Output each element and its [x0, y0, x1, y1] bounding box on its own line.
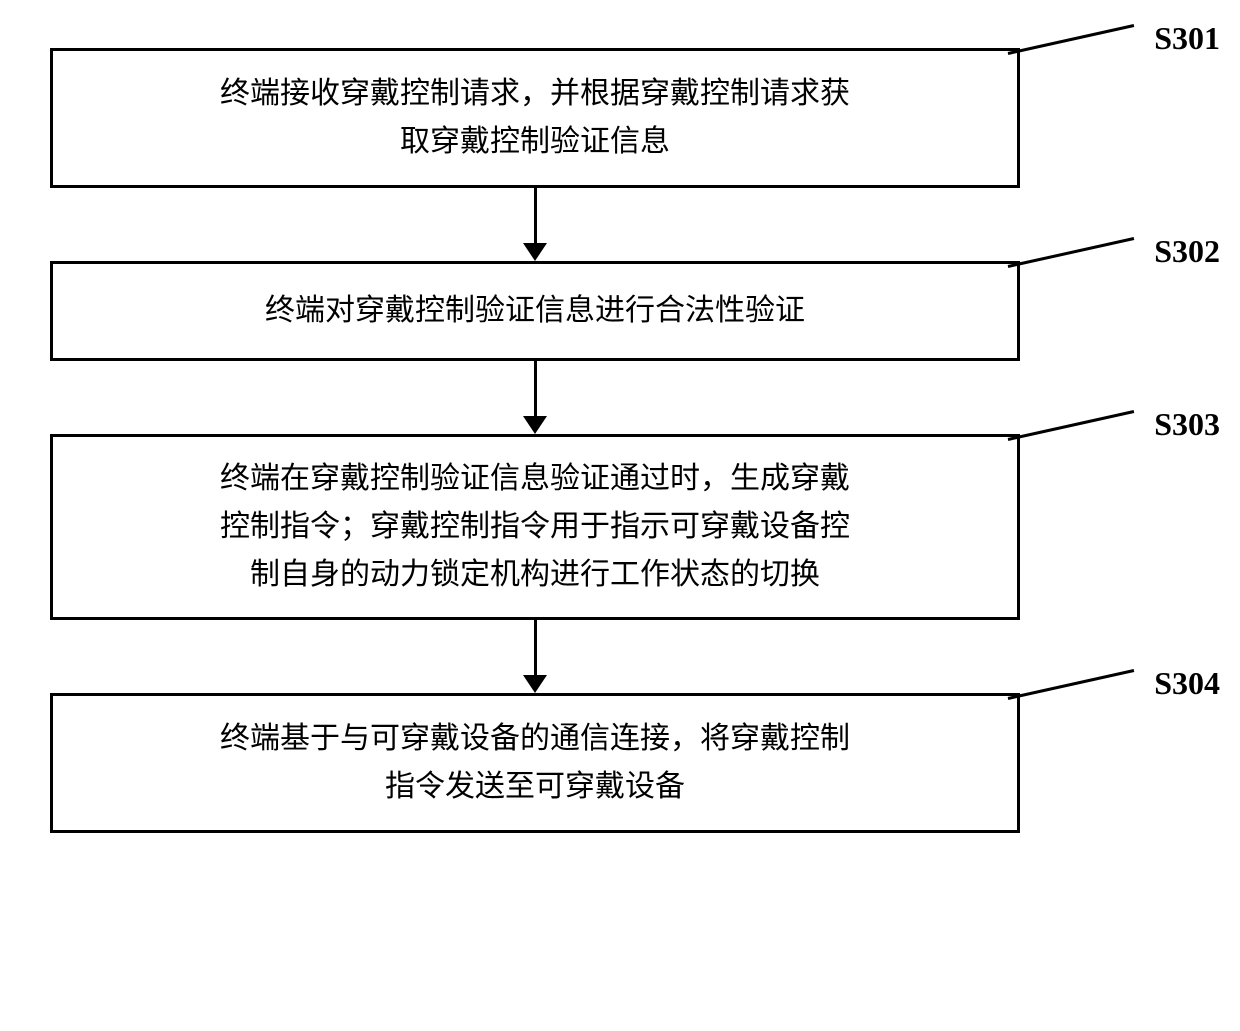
step-box-s301: 终端接收穿戴控制请求，并根据穿戴控制请求获 取穿戴控制验证信息: [50, 48, 1020, 188]
step-row: 终端基于与可穿戴设备的通信连接，将穿戴控制 指令发送至可穿戴设备S304: [20, 693, 1220, 833]
step-box-s302: 终端对穿戴控制验证信息进行合法性验证: [50, 261, 1020, 361]
step-text: 终端接收穿戴控制请求，并根据穿戴控制请求获 取穿戴控制验证信息: [220, 70, 850, 166]
step-label-s304: S304: [1154, 665, 1220, 702]
step-box-s303: 终端在穿戴控制验证信息验证通过时，生成穿戴 控制指令；穿戴控制指令用于指示可穿戴…: [50, 434, 1020, 620]
step-row: 终端对穿戴控制验证信息进行合法性验证S302: [20, 261, 1220, 361]
step-box-s304: 终端基于与可穿戴设备的通信连接，将穿戴控制 指令发送至可穿戴设备: [50, 693, 1020, 833]
callout-line: [1008, 24, 1135, 55]
arrow-connector: [20, 361, 1220, 434]
flowchart-container: 终端接收穿戴控制请求，并根据穿戴控制请求获 取穿戴控制验证信息S301终端对穿戴…: [20, 20, 1220, 833]
step-text: 终端在穿戴控制验证信息验证通过时，生成穿戴 控制指令；穿戴控制指令用于指示可穿戴…: [220, 455, 850, 599]
step-label-s302: S302: [1154, 233, 1220, 270]
arrow-connector: [20, 188, 1220, 261]
step-row: 终端接收穿戴控制请求，并根据穿戴控制请求获 取穿戴控制验证信息S301: [20, 48, 1220, 188]
step-label-s303: S303: [1154, 406, 1220, 443]
step-row: 终端在穿戴控制验证信息验证通过时，生成穿戴 控制指令；穿戴控制指令用于指示可穿戴…: [20, 434, 1220, 620]
arrow-connector: [20, 620, 1220, 693]
step-text: 终端基于与可穿戴设备的通信连接，将穿戴控制 指令发送至可穿戴设备: [220, 715, 850, 811]
step-text: 终端对穿戴控制验证信息进行合法性验证: [265, 287, 805, 335]
step-label-s301: S301: [1154, 20, 1220, 57]
